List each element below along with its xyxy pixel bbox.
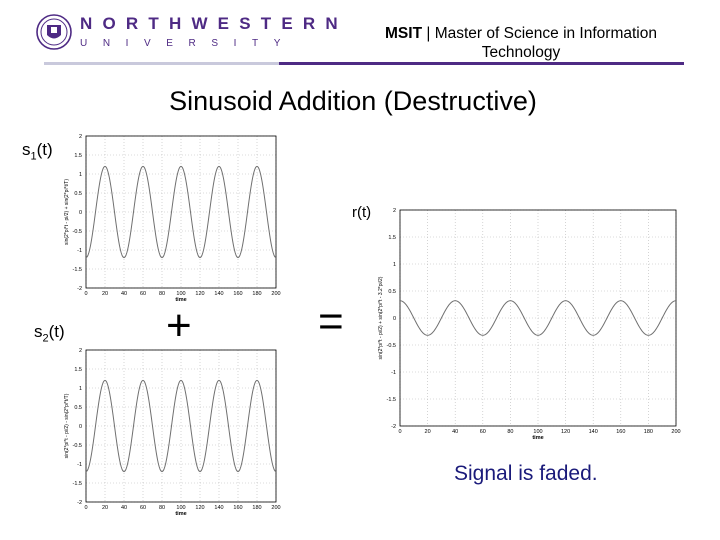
header-divider-light: [44, 62, 279, 65]
x-tick-label: 160: [233, 505, 242, 511]
y-tick-label: 1.5: [74, 153, 82, 159]
x-tick-label: 160: [616, 429, 625, 435]
x-tick-label: 60: [140, 505, 146, 511]
program-abbr: MSIT: [385, 25, 423, 42]
y-tick-label: 0.5: [74, 405, 82, 411]
y-tick-label: -1: [77, 248, 82, 254]
plot-frame: [85, 349, 277, 503]
y-tick-label: -1.5: [73, 481, 82, 487]
wordmark-bottom: UNIVERSITY: [80, 38, 297, 49]
x-tick-label: 20: [102, 291, 108, 297]
y-tick-label: -0.5: [387, 343, 396, 349]
y-tick-label: 1: [79, 172, 82, 178]
x-axis-label: time: [175, 511, 186, 517]
x-tick-label: 40: [121, 291, 127, 297]
program-line1: Master of Science in Information: [434, 25, 657, 42]
y-tick-label: 0.5: [388, 289, 396, 295]
program-tagline: MSIT | Master of Science in Information …: [360, 24, 682, 62]
plot-frame: [85, 135, 277, 289]
plus-sign: +: [166, 301, 192, 350]
x-tick-label: 180: [252, 505, 261, 511]
x-tick-label: 200: [271, 291, 280, 297]
x-axis-label: time: [532, 435, 543, 441]
program-separator: |: [426, 25, 431, 42]
program-line2: Technology: [481, 44, 561, 61]
y-tick-label: -0.5: [73, 443, 82, 449]
y-axis-label: sin(2*pi*t - pi/2) - sin(2*pi*t/T): [64, 393, 70, 458]
y-tick-label: -0.5: [73, 229, 82, 235]
y-tick-label: 2: [393, 208, 396, 214]
x-tick-label: 120: [561, 429, 570, 435]
y-tick-label: 2: [79, 348, 82, 354]
x-tick-label: 100: [533, 429, 542, 435]
x-tick-label: 180: [644, 429, 653, 435]
label-s1: s1(t): [22, 140, 53, 163]
y-tick-label: 0: [393, 316, 396, 322]
faded-note: Signal is faded.: [454, 462, 598, 485]
series-line-s2: [85, 379, 277, 473]
x-tick-label: 80: [159, 291, 165, 297]
y-tick-label: 1.5: [74, 367, 82, 373]
x-tick-label: 120: [195, 505, 204, 511]
y-tick-label: -2: [77, 286, 82, 292]
x-axis-label: time: [175, 297, 186, 303]
y-tick-label: 0: [79, 210, 82, 216]
x-tick-label: 40: [452, 429, 458, 435]
y-tick-label: 1.5: [388, 235, 396, 241]
x-tick-label: 0: [84, 291, 87, 297]
x-tick-label: 60: [140, 291, 146, 297]
x-tick-label: 80: [159, 505, 165, 511]
y-axis-label: sin(2*pi*t - pi/2) + sin(2*pi*t/T): [64, 179, 70, 245]
x-tick-label: 120: [195, 291, 204, 297]
x-tick-label: 160: [233, 291, 242, 297]
y-axis-label: sin(2*pi*t - pi/2) + sin(2*pi*t - 3.2*pi…: [378, 276, 384, 359]
y-tick-label: -1.5: [73, 267, 82, 273]
label-r: r(t): [352, 204, 372, 221]
series-line-s1: [85, 165, 277, 259]
x-tick-label: 140: [214, 505, 223, 511]
x-tick-label: 140: [589, 429, 598, 435]
x-tick-label: 40: [121, 505, 127, 511]
wordmark-top: NORTHWESTERN: [80, 14, 348, 33]
x-tick-label: 200: [271, 505, 280, 511]
equals-sign: =: [318, 297, 344, 346]
x-tick-label: 20: [102, 505, 108, 511]
label-s2: s2(t): [34, 322, 65, 345]
x-tick-label: 0: [84, 505, 87, 511]
x-tick-label: 0: [398, 429, 401, 435]
x-tick-label: 80: [507, 429, 513, 435]
y-tick-label: 0.5: [74, 191, 82, 197]
x-tick-label: 140: [214, 291, 223, 297]
y-tick-label: 0: [79, 424, 82, 430]
x-tick-label: 20: [425, 429, 431, 435]
y-tick-label: -2: [77, 500, 82, 506]
y-tick-label: 1: [79, 386, 82, 392]
x-tick-label: 60: [480, 429, 486, 435]
y-tick-label: 1: [393, 262, 396, 268]
y-tick-label: 2: [79, 134, 82, 140]
slide-title: Sinusoid Addition (Destructive): [169, 86, 537, 116]
x-tick-label: 100: [176, 505, 185, 511]
x-tick-label: 200: [671, 429, 680, 435]
x-tick-label: 180: [252, 291, 261, 297]
y-tick-label: -1: [77, 462, 82, 468]
plot-frame: [399, 209, 677, 427]
northwestern-seal-icon: [36, 14, 72, 50]
y-tick-label: -2: [391, 424, 396, 430]
y-tick-label: -1.5: [387, 397, 396, 403]
x-tick-label: 100: [176, 291, 185, 297]
series-line-r: [399, 300, 677, 336]
header-divider: [279, 62, 684, 65]
y-tick-label: -1: [391, 370, 396, 376]
